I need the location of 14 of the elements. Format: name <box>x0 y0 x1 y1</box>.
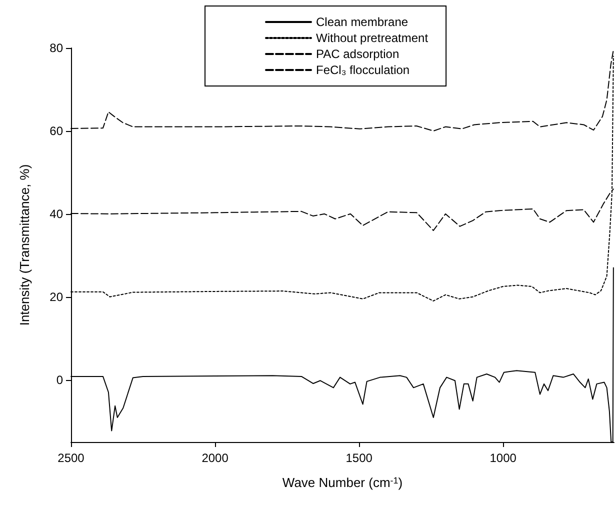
legend-label: PAC adsorption <box>316 47 400 61</box>
y-tick-label: 0 <box>56 372 64 387</box>
legend-label: Clean membrane <box>316 15 408 29</box>
y-axis-title: Intensity (Transmittance, %) <box>17 164 32 326</box>
legend-label: Without pretreatment <box>316 31 429 45</box>
y-tick-label: 40 <box>50 206 64 221</box>
x-tick-label: 1000 <box>490 451 517 465</box>
y-tick-label: 20 <box>50 290 64 304</box>
x-tick-label: 2500 <box>58 451 85 465</box>
legend-label: FeCl₃ flocculation <box>316 63 410 77</box>
x-tick-label: 2000 <box>202 451 229 465</box>
y-tick-label: 60 <box>50 124 64 138</box>
x-tick-label: 1500 <box>346 451 373 465</box>
y-tick-label: 80 <box>50 41 64 55</box>
